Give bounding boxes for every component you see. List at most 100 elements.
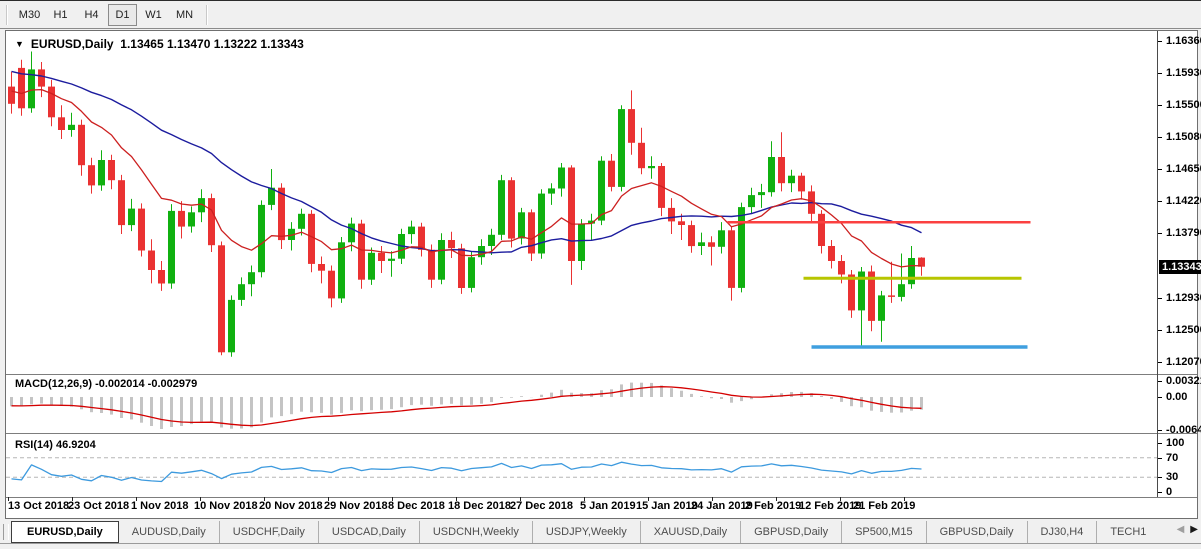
date-axis-label: 13 Oct 2018 [8, 500, 70, 512]
price-axis-tick [1158, 362, 1162, 363]
candle-body [128, 208, 135, 226]
tabs-scroll-left-icon[interactable]: ◀ [1176, 524, 1185, 535]
chart-menu-icon[interactable]: ▼ [15, 39, 24, 49]
date-axis-tick [456, 497, 457, 501]
date-axis-tick [328, 497, 329, 501]
tab-usdjpy-weekly[interactable]: USDJPY,Weekly [531, 521, 640, 543]
candle-body [178, 210, 185, 227]
price-axis-tick [1158, 330, 1162, 331]
date-axis-label: 29 Nov 2018 [324, 500, 388, 512]
candle-body [28, 69, 35, 109]
candle-body [38, 69, 45, 87]
candle-body [818, 213, 825, 246]
candle-body [368, 252, 375, 280]
candle-body [208, 198, 215, 246]
candle-body [448, 240, 455, 249]
tab-usdcnh-weekly[interactable]: USDCNH,Weekly [418, 521, 532, 543]
macd-axis-label: -0.006485 [1166, 424, 1201, 436]
tab-sp500-m15[interactable]: SP500,M15 [841, 521, 925, 543]
chart-ohlc-values: 1.13465 1.13470 1.13222 1.13343 [120, 37, 304, 51]
candle-body [288, 228, 295, 240]
candle-body [828, 246, 835, 261]
rsi-axis-tick [1158, 492, 1162, 493]
tab-gbpusd-daily-2[interactable]: GBPUSD,Daily [925, 521, 1027, 543]
chart-title[interactable]: ▼ EURUSD,Daily 1.13465 1.13470 1.13222 1.… [15, 37, 304, 51]
candle-body [248, 272, 255, 285]
timeframe-w1-button[interactable]: W1 [145, 8, 162, 21]
date-axis-label: 15 Jan 2019 [636, 500, 698, 512]
candle-body [588, 220, 595, 224]
tab-xauusd-daily[interactable]: XAUUSD,Daily [639, 521, 740, 543]
tab-usdchf-daily[interactable]: USDCHF,Daily [218, 521, 318, 543]
candle-body [358, 223, 365, 280]
date-axis-tick [648, 497, 649, 501]
price-axis-label: 1.15080 [1166, 131, 1201, 143]
candle-body [868, 271, 875, 321]
date-axis-tick [776, 497, 777, 501]
price-axis-tick [1158, 201, 1162, 202]
pane-separator[interactable] [6, 433, 1197, 434]
tabs-scroll-right-icon[interactable]: ▶ [1190, 524, 1198, 535]
candle-body [458, 248, 465, 288]
candle-body [788, 175, 795, 184]
date-axis-label: 5 Jan 2019 [580, 500, 636, 512]
candle-body [768, 157, 775, 193]
candle-body [748, 195, 755, 208]
candle-body [558, 167, 565, 189]
price-axis-label: 1.16360 [1166, 35, 1201, 47]
candle-body [198, 198, 205, 213]
pane-separator[interactable] [6, 374, 1197, 375]
price-axis-tick [1158, 233, 1162, 234]
date-axis-label: 21 Feb 2019 [853, 500, 916, 512]
tab-audusd-daily[interactable]: AUDUSD,Daily [131, 526, 206, 538]
macd-signal-line [11, 386, 922, 427]
price-axis-tick [1158, 298, 1162, 299]
candle-body [908, 258, 915, 285]
date-axis-tick [8, 497, 9, 501]
candle-body [528, 212, 535, 254]
timeframe-d1-button[interactable]: D1 [108, 3, 137, 26]
candle-body [18, 67, 25, 109]
rsi-pane[interactable] [6, 435, 1157, 497]
candle-body [698, 242, 705, 246]
macd-indicator-label: MACD(12,26,9) -0.002014 -0.002979 [15, 378, 198, 390]
candle-body [418, 226, 425, 250]
price-axis-tick [1158, 105, 1162, 106]
rsi-axis-label: 70 [1166, 452, 1179, 464]
tab-dj30-h4[interactable]: DJ30,H4 [1026, 521, 1097, 543]
date-axis-label: 1 Nov 2018 [131, 500, 189, 512]
candle-body [798, 175, 805, 192]
date-axis-label: 2 Feb 2019 [745, 500, 802, 512]
chart-window[interactable]: ▼ EURUSD,Daily 1.13465 1.13470 1.13222 1.… [5, 30, 1201, 519]
price-axis-label: 1.12500 [1166, 324, 1201, 336]
pane-separator[interactable] [6, 497, 1197, 498]
date-axis-label: 12 Feb 2019 [799, 500, 862, 512]
macd-pane[interactable] [6, 375, 1157, 433]
price-axis[interactable]: 1.13343 1.16360 1.15930 1.15500 1.15080 1.14… [1158, 31, 1201, 518]
candle-body [678, 221, 685, 225]
candle-body [58, 117, 65, 130]
toolbar-separator [6, 4, 8, 25]
tab-tech1[interactable]: TECH1 [1096, 521, 1159, 543]
timeframe-m30-button[interactable]: M30 [18, 8, 41, 21]
tab-gbpusd-daily[interactable]: GBPUSD,Daily [740, 521, 841, 543]
date-axis-tick [584, 497, 585, 501]
date-axis-label: 8 Dec 2018 [388, 500, 445, 512]
rsi-indicator-label: RSI(14) 46.9204 [15, 439, 96, 451]
tab-eurusd-daily[interactable]: EURUSD,Daily [11, 521, 119, 543]
timeframe-mn-button[interactable]: MN [175, 8, 194, 21]
date-axis-tick [264, 497, 265, 501]
price-axis-tick [1158, 41, 1162, 42]
candle-body [118, 180, 125, 226]
timeframe-h4-button[interactable]: H4 [84, 8, 99, 21]
candle-body [268, 187, 275, 205]
timeframe-h1-button[interactable]: H1 [53, 8, 68, 21]
date-axis-tick [520, 497, 521, 501]
price-pane[interactable] [6, 31, 1157, 374]
rsi-axis-label: 30 [1166, 471, 1179, 483]
tab-usdcad-daily[interactable]: USDCAD,Daily [317, 521, 419, 543]
candle-body [8, 86, 15, 104]
candle-body [68, 124, 75, 130]
chart-tabs: EURUSD,Daily AUDUSD,Daily USDCHF,Daily U… [0, 521, 1159, 543]
